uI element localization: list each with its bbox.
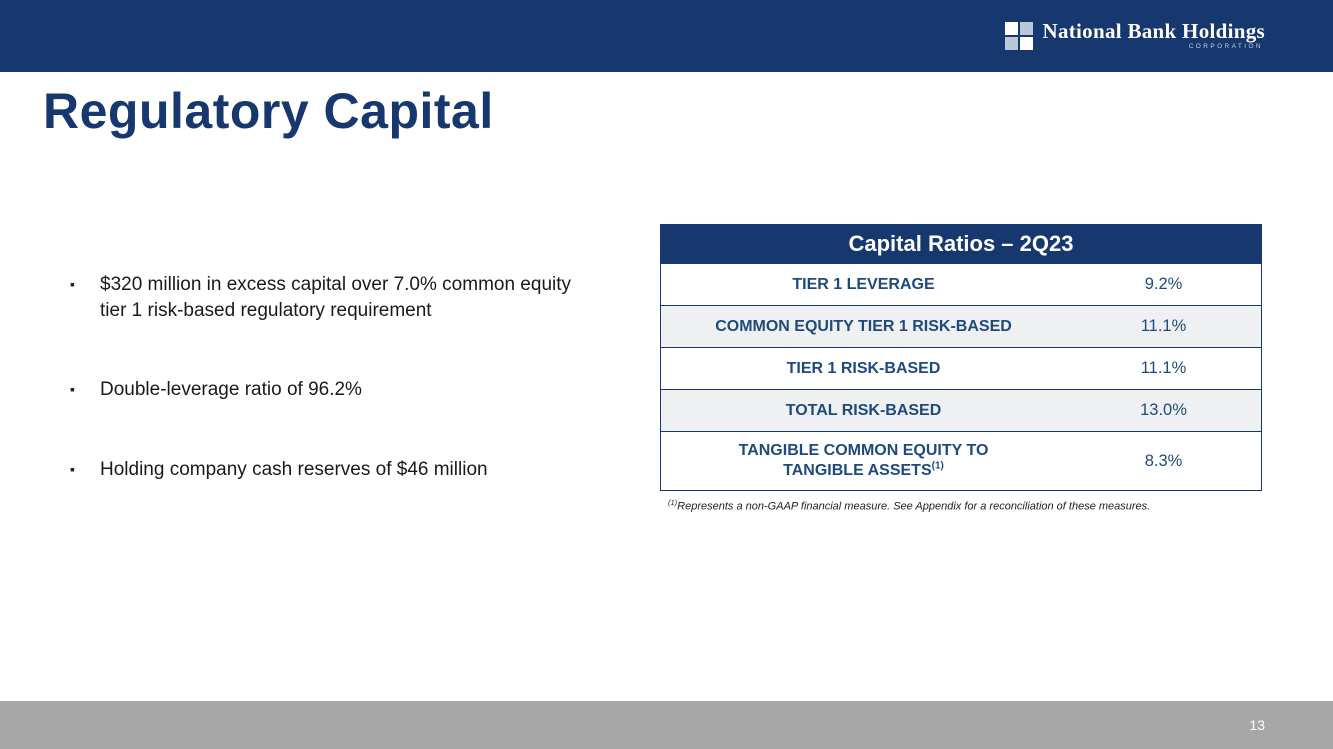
row-label-main: TANGIBLE COMMON EQUITY TO TANGIBLE ASSET… bbox=[738, 442, 989, 479]
bullet-text: $320 million in excess capital over 7.0%… bbox=[100, 274, 572, 321]
row-label-text: COMMON EQUITY TIER 1 RISK-BASED bbox=[715, 317, 1012, 335]
footnote-text: Represents a non-GAAP financial measure.… bbox=[677, 500, 1151, 513]
table-row: TANGIBLE COMMON EQUITY TO TANGIBLE ASSET… bbox=[661, 431, 1261, 490]
bullet-icon bbox=[70, 457, 100, 482]
bullet-text: Holding company cash reserves of $46 mil… bbox=[100, 458, 488, 480]
bullet-text: Double-leverage ratio of 96.2% bbox=[100, 379, 362, 401]
bullet-item: Holding company cash reserves of $46 mil… bbox=[70, 457, 630, 483]
logo-grid-icon bbox=[1005, 22, 1034, 50]
table-row: TOTAL RISK-BASED 13.0% bbox=[661, 389, 1261, 431]
row-label-footnote-ref: (1) bbox=[931, 460, 944, 472]
top-bar: National Bank Holdings CORPORATION bbox=[0, 0, 1333, 72]
table-row-label: TOTAL RISK-BASED bbox=[661, 390, 1066, 431]
bullet-icon bbox=[70, 272, 100, 297]
table-row-label: TANGIBLE COMMON EQUITY TO TANGIBLE ASSET… bbox=[661, 432, 1066, 490]
table-row: TIER 1 LEVERAGE 9.2% bbox=[661, 263, 1261, 305]
table-row-value: 8.3% bbox=[1144, 451, 1183, 470]
table-row-label: TIER 1 RISK-BASED bbox=[661, 348, 1066, 389]
row-label-text: TOTAL RISK-BASED bbox=[785, 401, 942, 419]
table-row-value: 11.1% bbox=[1140, 359, 1187, 377]
table-row-label: TIER 1 LEVERAGE bbox=[661, 264, 1066, 305]
logo-square bbox=[1005, 22, 1019, 35]
bullet-item: $320 million in excess capital over 7.0%… bbox=[70, 272, 630, 323]
logo-text-block: National Bank Holdings CORPORATION bbox=[1042, 21, 1265, 51]
table-row: TIER 1 RISK-BASED 11.1% bbox=[661, 347, 1261, 389]
table-row-value: 11.1% bbox=[1140, 317, 1187, 335]
table-row-label: COMMON EQUITY TIER 1 RISK-BASED bbox=[661, 306, 1066, 347]
bullet-icon bbox=[70, 377, 100, 402]
table-row-value: 9.2% bbox=[1144, 275, 1183, 293]
capital-ratios-table: Capital Ratios – 2Q23 TIER 1 LEVERAGE 9.… bbox=[660, 224, 1262, 491]
row-label-text: TANGIBLE COMMON EQUITY TO TANGIBLE ASSET… bbox=[709, 441, 1019, 481]
logo-square bbox=[1005, 37, 1019, 50]
table-row: COMMON EQUITY TIER 1 RISK-BASED 11.1% bbox=[661, 305, 1261, 347]
bullet-item: Double-leverage ratio of 96.2% bbox=[70, 377, 630, 403]
page-number: 13 bbox=[1249, 717, 1265, 733]
logo-square bbox=[1020, 37, 1034, 50]
company-logo: National Bank Holdings CORPORATION bbox=[1005, 21, 1265, 51]
bullet-list: $320 million in excess capital over 7.0%… bbox=[70, 272, 630, 537]
row-label-text: TIER 1 RISK-BASED bbox=[786, 359, 941, 377]
table-title: Capital Ratios – 2Q23 bbox=[661, 225, 1261, 263]
table-row-value: 13.0% bbox=[1140, 401, 1187, 419]
logo-subtext: CORPORATION bbox=[1188, 43, 1263, 51]
row-label-text: TIER 1 LEVERAGE bbox=[792, 275, 935, 293]
logo-square bbox=[1020, 22, 1034, 35]
footnote-ref: (1) bbox=[668, 498, 678, 507]
logo-text: National Bank Holdings bbox=[1042, 19, 1265, 44]
footer-bar: 13 bbox=[0, 701, 1333, 749]
slide-title: Regulatory Capital bbox=[43, 83, 494, 139]
footnote: (1)Represents a non-GAAP financial measu… bbox=[668, 498, 1150, 513]
